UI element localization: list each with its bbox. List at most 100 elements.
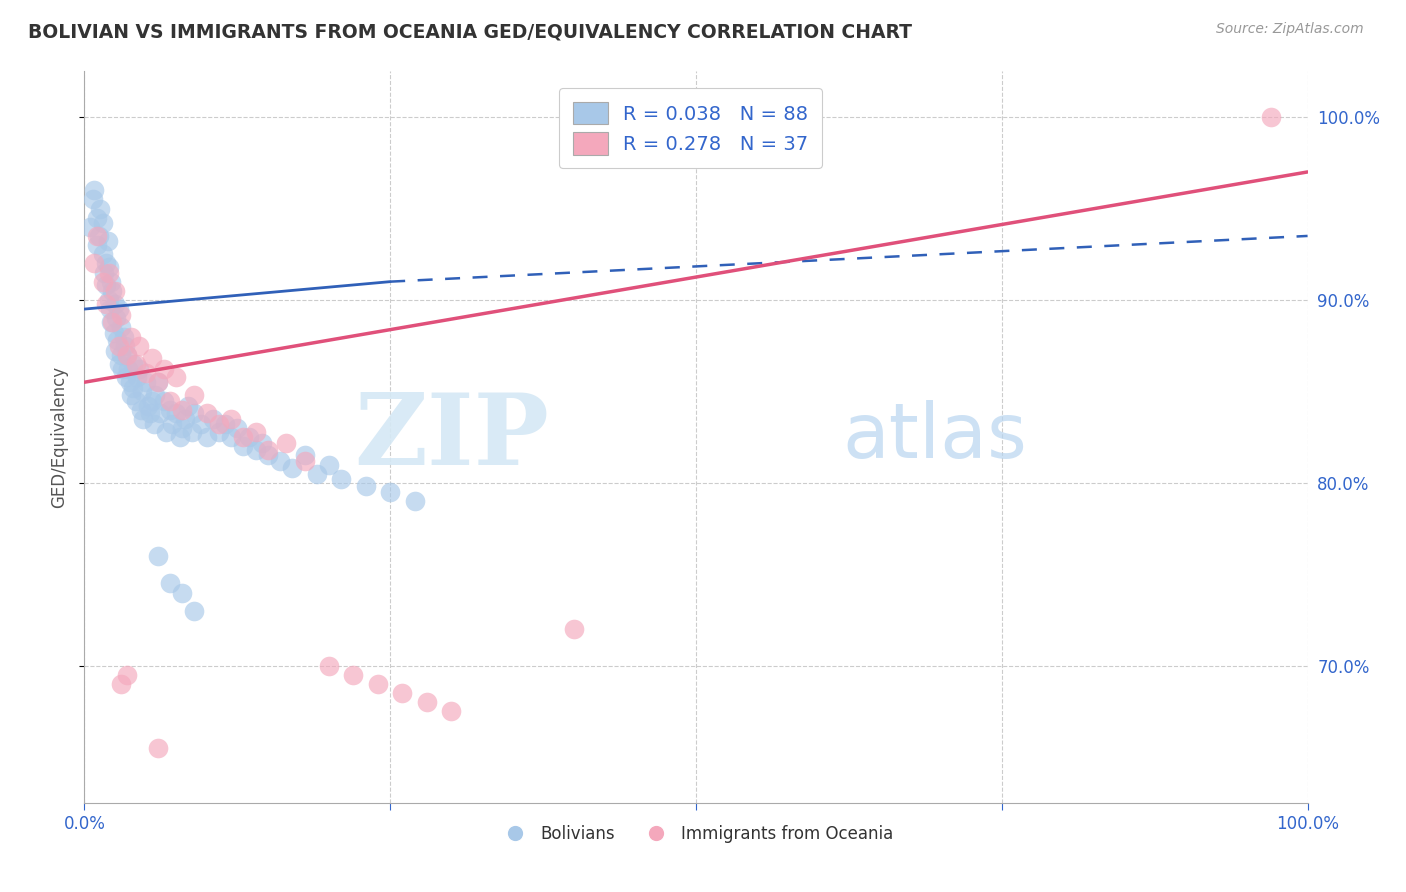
Point xyxy=(562,622,585,636)
Point xyxy=(330,472,353,486)
Point xyxy=(131,384,153,399)
Point xyxy=(226,421,249,435)
Point xyxy=(97,235,120,249)
Point xyxy=(115,348,138,362)
Point xyxy=(128,362,150,376)
Point xyxy=(101,284,124,298)
Point xyxy=(120,388,142,402)
Point xyxy=(201,411,224,425)
Point xyxy=(183,406,205,420)
Point xyxy=(79,219,101,234)
Point xyxy=(195,406,218,420)
Point xyxy=(1260,110,1282,124)
Point xyxy=(104,284,127,298)
Point xyxy=(281,461,304,475)
Point xyxy=(115,667,138,681)
Point xyxy=(91,216,114,230)
Point xyxy=(86,238,108,252)
Point xyxy=(232,439,254,453)
Point xyxy=(219,430,242,444)
Point xyxy=(165,406,187,420)
Point xyxy=(139,406,162,420)
Point xyxy=(257,448,280,462)
Point xyxy=(91,275,114,289)
Point xyxy=(98,301,121,316)
Point xyxy=(104,344,127,359)
Point xyxy=(214,417,236,432)
Point xyxy=(153,393,176,408)
Point xyxy=(82,192,104,206)
Point xyxy=(136,399,159,413)
Point xyxy=(117,362,139,376)
Point xyxy=(86,228,108,243)
Point xyxy=(294,454,316,468)
Point xyxy=(97,293,120,307)
Point xyxy=(97,260,120,274)
Point xyxy=(100,275,122,289)
Y-axis label: GED/Equivalency: GED/Equivalency xyxy=(51,366,69,508)
Point xyxy=(294,448,316,462)
Point xyxy=(181,425,204,439)
Point xyxy=(232,430,254,444)
Point xyxy=(177,399,200,413)
Legend: Bolivians, Immigrants from Oceania: Bolivians, Immigrants from Oceania xyxy=(492,818,900,849)
Point xyxy=(96,296,118,310)
Point xyxy=(107,301,129,316)
Point xyxy=(250,435,273,450)
Point xyxy=(269,454,291,468)
Point xyxy=(172,421,194,435)
Point xyxy=(208,425,231,439)
Text: ZIP: ZIP xyxy=(354,389,550,485)
Point xyxy=(354,479,377,493)
Point xyxy=(112,329,135,343)
Point xyxy=(125,369,148,384)
Point xyxy=(110,308,132,322)
Point xyxy=(135,375,157,389)
Point xyxy=(110,677,132,691)
Point xyxy=(318,458,340,472)
Point xyxy=(100,315,122,329)
Point xyxy=(208,417,231,432)
Point xyxy=(195,430,218,444)
Point xyxy=(404,494,426,508)
Point xyxy=(91,247,114,261)
Point xyxy=(146,740,169,755)
Point xyxy=(159,393,181,408)
Point xyxy=(101,315,124,329)
Point xyxy=(367,677,389,691)
Point xyxy=(219,411,242,425)
Point xyxy=(342,667,364,681)
Point xyxy=(318,658,340,673)
Point xyxy=(105,333,128,347)
Point xyxy=(141,393,163,408)
Point xyxy=(89,202,111,216)
Point xyxy=(305,467,328,481)
Point xyxy=(96,278,118,293)
Point xyxy=(122,357,145,371)
Point xyxy=(122,381,145,395)
Point xyxy=(83,183,105,197)
Point xyxy=(245,442,267,457)
Point xyxy=(114,338,136,352)
Point xyxy=(245,425,267,439)
Point xyxy=(103,326,125,340)
Point xyxy=(97,265,120,279)
Point xyxy=(146,375,169,389)
Point xyxy=(129,402,152,417)
Point xyxy=(125,357,148,371)
Point xyxy=(143,388,166,402)
Point xyxy=(190,417,212,432)
Point xyxy=(257,442,280,457)
Point xyxy=(146,549,169,563)
Text: BOLIVIAN VS IMMIGRANTS FROM OCEANIA GED/EQUIVALENCY CORRELATION CHART: BOLIVIAN VS IMMIGRANTS FROM OCEANIA GED/… xyxy=(28,22,912,41)
Point xyxy=(162,417,184,432)
Point xyxy=(87,228,110,243)
Point xyxy=(440,704,463,718)
Point xyxy=(86,211,108,225)
Point xyxy=(118,375,141,389)
Point xyxy=(172,585,194,599)
Point xyxy=(96,256,118,270)
Point xyxy=(143,417,166,432)
Point xyxy=(128,338,150,352)
Point xyxy=(104,296,127,310)
